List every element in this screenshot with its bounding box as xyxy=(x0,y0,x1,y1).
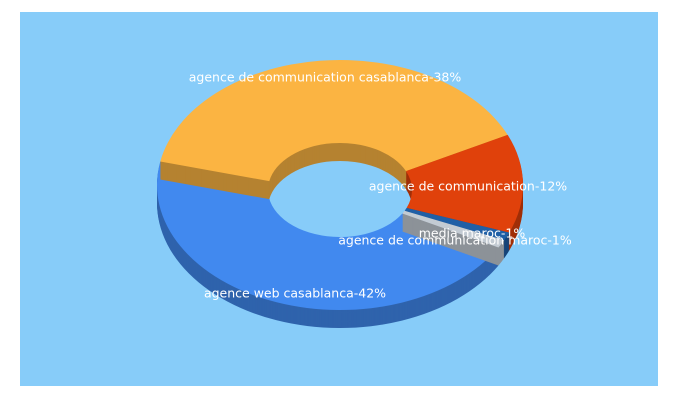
data-label: agence web casablanca-42% xyxy=(204,286,386,301)
slice-top xyxy=(402,210,505,248)
slice xyxy=(157,161,499,328)
slice-top xyxy=(157,161,499,310)
data-label: agence de communication-12% xyxy=(369,179,567,194)
data-label: agence de communication maroc-1% xyxy=(338,233,572,248)
slice-top xyxy=(405,134,523,233)
slice xyxy=(402,210,505,266)
slice xyxy=(160,60,508,200)
data-label: agence de communication casablanca-38% xyxy=(189,70,462,85)
slice-top xyxy=(160,60,508,182)
data-label: media maroc-1% xyxy=(419,226,526,241)
slice-top xyxy=(404,207,510,241)
